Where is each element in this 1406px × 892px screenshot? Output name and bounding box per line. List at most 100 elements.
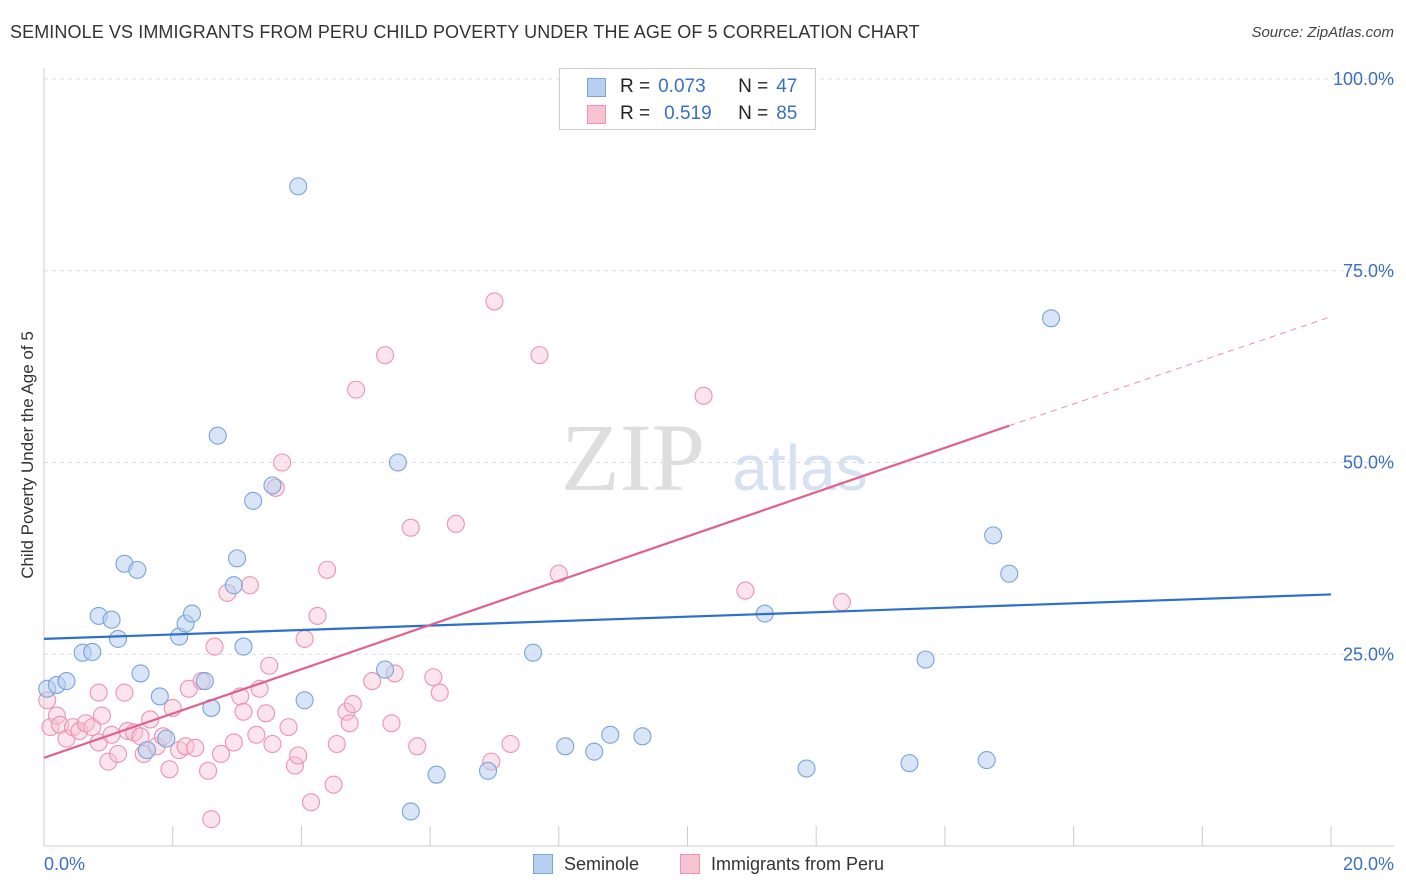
legend-n-value: 47: [776, 76, 798, 97]
x-tick-label: 0.0%: [44, 854, 85, 874]
seminole-points: [38, 177, 1061, 821]
peru-point: [115, 683, 134, 702]
peru-point: [501, 734, 520, 754]
seminole-point: [57, 672, 76, 691]
peru-point: [424, 668, 443, 687]
peru-point: [736, 581, 755, 600]
tick-labels: 25.0% 50.0% 75.0% 100.0% 0.0% 20.0%: [44, 69, 1394, 874]
peru-swatch: [587, 104, 606, 124]
y-tick-label: 50.0%: [1343, 453, 1394, 473]
peru-point: [318, 560, 337, 579]
seminole-point: [977, 751, 996, 770]
seminole-point: [797, 759, 816, 778]
seminole-point: [478, 761, 498, 780]
peru-point: [108, 744, 128, 764]
peru-point: [205, 637, 224, 656]
legend-n-value: 85: [776, 103, 798, 124]
source-label: Source: ZipAtlas.com: [1251, 24, 1394, 41]
seminole-point: [182, 604, 202, 623]
peru-point: [376, 346, 395, 365]
peru-point: [273, 453, 292, 472]
peru-point: [295, 629, 314, 648]
watermark-zip: ZIP: [561, 404, 705, 511]
peru-trend-extension: [1009, 316, 1332, 427]
seminole-point: [984, 526, 1003, 545]
seminole-point: [289, 177, 308, 196]
peru-point: [343, 695, 362, 714]
seminole-point: [295, 691, 314, 710]
peru-legend-label: Immigrants from Peru: [711, 853, 885, 874]
seminole-point: [244, 491, 263, 510]
seminole-legend-label: Seminole: [564, 853, 640, 874]
peru-point: [202, 810, 221, 829]
peru-point: [199, 761, 218, 780]
peru-point: [340, 714, 359, 733]
peru-point: [485, 292, 504, 311]
x-tick-label: 20.0%: [1343, 854, 1394, 874]
seminole-point: [224, 576, 243, 595]
peru-point: [92, 706, 111, 725]
peru-point: [99, 752, 118, 771]
peru-point: [285, 756, 305, 775]
axes: [43, 68, 1394, 847]
seminole-point: [1000, 564, 1019, 583]
seminole-point: [234, 637, 253, 656]
seminole-point: [585, 742, 604, 761]
watermark: ZIP atlas: [561, 404, 868, 511]
seminole-point: [376, 660, 395, 679]
seminole-point: [137, 741, 157, 760]
peru-point: [240, 576, 259, 595]
legend-r-value: 0.519: [664, 103, 712, 124]
peru-point: [247, 725, 266, 744]
peru-point: [347, 380, 366, 399]
peru-point: [530, 346, 549, 365]
seminole-point: [388, 453, 407, 472]
seminole-point: [556, 737, 575, 756]
legend-n-label: N =: [738, 103, 769, 124]
legend-row-seminole: R = 0.073 N = 47: [587, 76, 797, 98]
legend-item-peru: Immigrants from Peru: [680, 851, 884, 877]
seminole-point: [263, 476, 282, 495]
peru-point: [308, 606, 327, 625]
seminole-point: [633, 727, 652, 746]
y-axis-label: Child Poverty Under the Age of 5: [18, 331, 37, 579]
peru-point: [327, 734, 346, 754]
seminole-point: [228, 549, 247, 568]
seminole-point: [83, 642, 102, 661]
legend-r-label: R =: [620, 76, 651, 97]
seminole-point: [401, 802, 420, 821]
peru-trend-line: [43, 424, 1010, 759]
seminole-point: [195, 672, 214, 691]
legend-r-label: R =: [620, 103, 651, 124]
peru-points: [38, 292, 851, 829]
legend-row-peru: R = 0.519 N = 85: [587, 103, 797, 125]
peru-point: [337, 702, 356, 721]
seminole-point: [131, 664, 150, 683]
peru-point: [401, 518, 420, 537]
legend-n-label: N =: [738, 76, 769, 97]
y-tick-label: 25.0%: [1343, 644, 1394, 664]
peru-point: [234, 702, 253, 721]
peru-point: [302, 793, 321, 812]
peru-point: [430, 683, 449, 702]
grid-lines: [44, 78, 1394, 655]
peru-point: [324, 775, 343, 794]
y-tick-label: 100.0%: [1333, 69, 1394, 89]
peru-point: [260, 656, 279, 675]
peru-point: [446, 514, 465, 533]
y-tick-label: 75.0%: [1343, 261, 1394, 281]
seminole-point: [208, 426, 227, 445]
watermark-atlas: atlas: [732, 432, 867, 504]
seminole-trend-line: [43, 593, 1332, 641]
peru-point: [363, 672, 382, 691]
seminole-point: [601, 725, 620, 744]
seminole-swatch: [587, 77, 606, 97]
seminole-legend-swatch: [533, 854, 553, 874]
peru-point: [832, 593, 851, 612]
chart-title: SEMINOLE VS IMMIGRANTS FROM PERU CHILD P…: [10, 22, 920, 42]
peru-point: [289, 746, 308, 765]
seminole-point: [102, 610, 121, 629]
peru-point: [176, 737, 195, 756]
peru-point: [160, 760, 179, 779]
seminole-point: [900, 754, 919, 773]
